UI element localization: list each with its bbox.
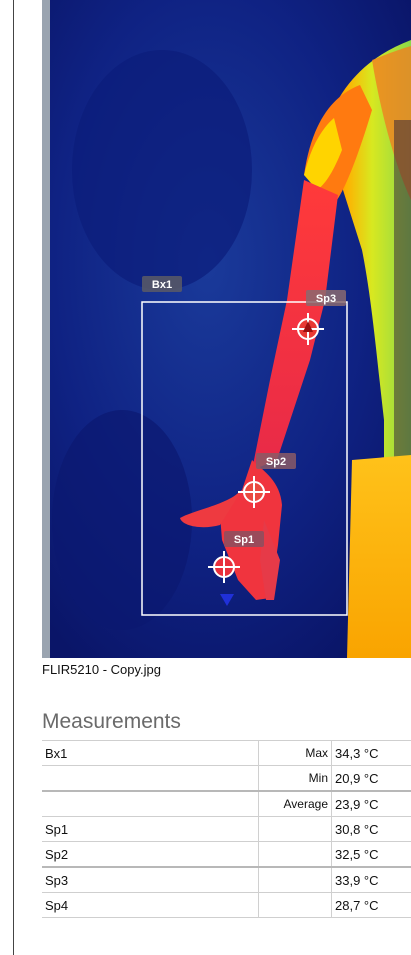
measurement-name: Sp1 (45, 821, 69, 837)
measurement-type: Min (258, 765, 332, 791)
measurement-type: Average (258, 791, 332, 817)
thermal-image[interactable]: Bx1 Sp3 Sp2 Sp1 (42, 0, 411, 658)
measurement-name (42, 791, 259, 817)
measurement-type (258, 867, 332, 893)
box-label-bx1[interactable]: Bx1 (152, 279, 172, 291)
measurement-value: 20,9 °C (331, 765, 411, 791)
page-left-border (13, 0, 14, 955)
measurement-type (258, 841, 332, 867)
measurement-name: Sp4 (45, 897, 69, 913)
measurement-type: Max (258, 740, 332, 766)
table-row: Sp1 30,8 °C (42, 816, 411, 842)
spot-label-sp1[interactable]: Sp1 (234, 534, 254, 546)
measurements-table: Bx1 Max 34,3 °C Min 20,9 °C Average 23,9… (42, 740, 411, 918)
page-left-margin (0, 0, 14, 955)
measurement-name: Sp3 (45, 872, 69, 888)
image-filename: FLIR5210 - Copy.jpg (42, 662, 161, 677)
table-row: Bx1 Max 34,3 °C (42, 740, 411, 766)
table-row: Sp2 32,5 °C (42, 841, 411, 867)
measurement-type (258, 892, 332, 918)
measurement-value: 32,5 °C (331, 841, 411, 867)
spot-label-sp3[interactable]: Sp3 (316, 293, 336, 305)
measurement-value: 23,9 °C (331, 791, 411, 817)
measurement-name (42, 766, 259, 792)
measurement-name: Bx1 (45, 745, 68, 761)
table-row: Min 20,9 °C (42, 765, 411, 792)
measurement-name: Sp2 (45, 846, 69, 862)
measurement-value: 28,7 °C (331, 892, 411, 918)
measurement-value: 34,3 °C (331, 740, 411, 766)
measurement-type (258, 816, 332, 842)
thermal-image-canvas: Bx1 Sp3 Sp2 Sp1 (42, 0, 411, 658)
spot-label-sp2[interactable]: Sp2 (266, 456, 286, 468)
table-row: Sp3 33,9 °C (42, 867, 411, 893)
measurement-value: 33,9 °C (331, 867, 411, 893)
measurement-value: 30,8 °C (331, 816, 411, 842)
measurements-title: Measurements (42, 710, 181, 733)
table-row: Average 23,9 °C (42, 791, 411, 817)
table-row: Sp4 28,7 °C (42, 892, 411, 918)
